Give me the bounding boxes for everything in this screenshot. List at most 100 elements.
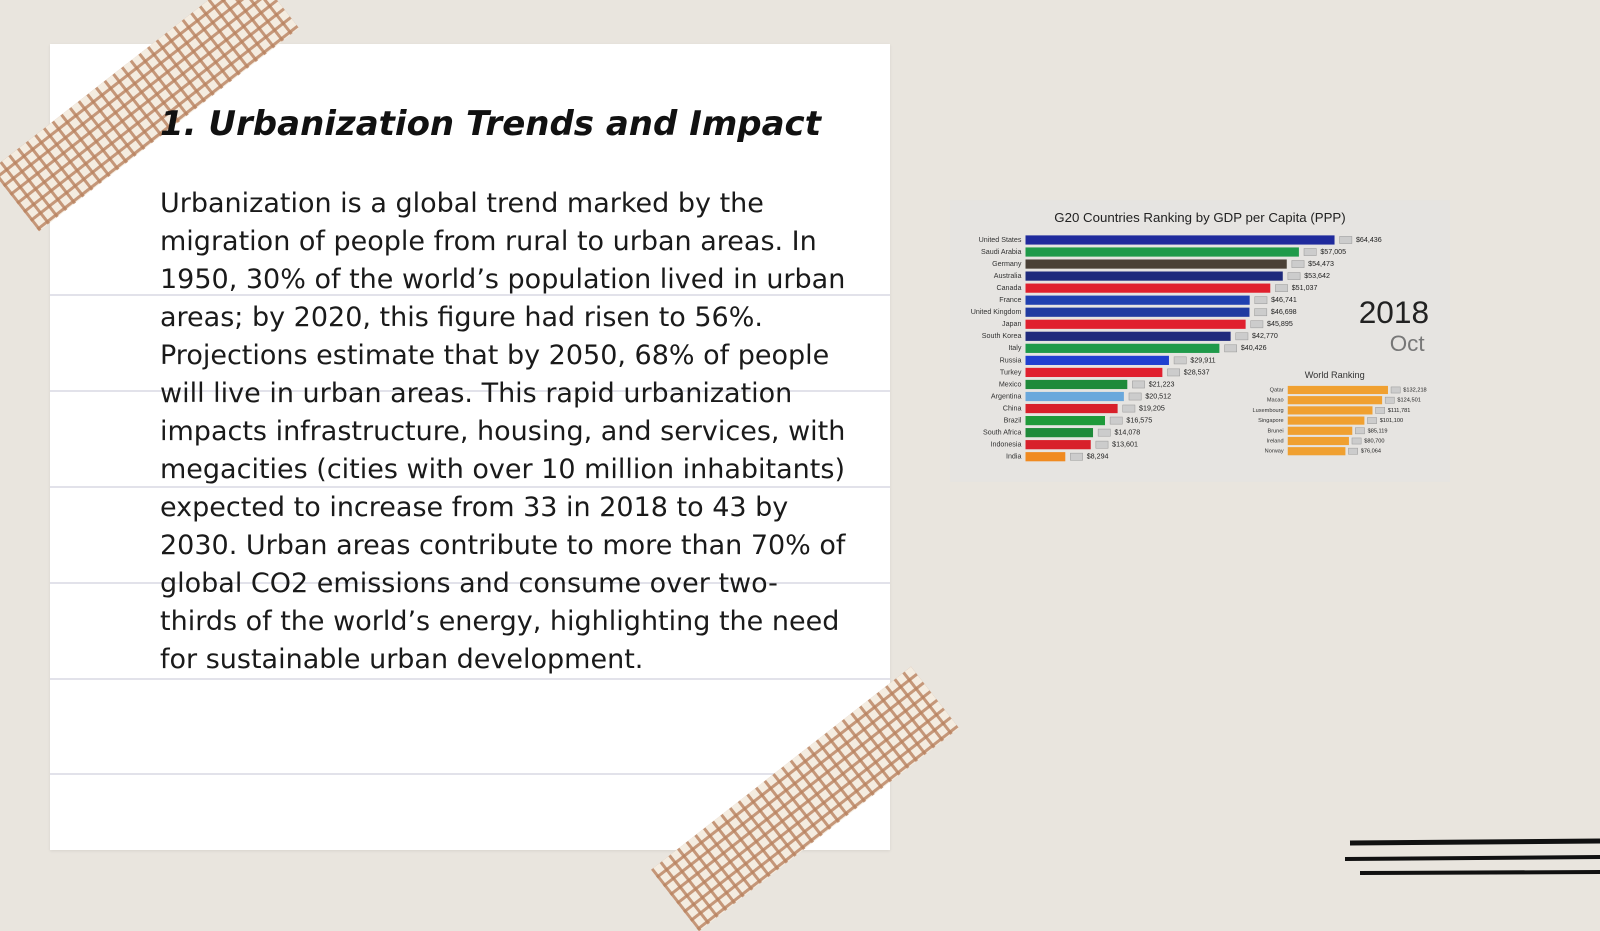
flag [1254,296,1268,305]
bar [1025,271,1283,281]
bar [1025,452,1066,462]
value-label: $8,294 [1087,453,1109,461]
bar [1025,440,1091,450]
flag [1254,308,1268,317]
flag [1173,356,1187,365]
inset-value-label: $76,064 [1361,449,1381,455]
bar [1025,307,1250,317]
bar [1025,319,1246,329]
value-label: $46,698 [1271,308,1297,316]
inset-value-label: $132,218 [1403,387,1426,393]
value-label: $54,473 [1308,260,1334,268]
flag [1167,368,1180,377]
flag [1128,392,1142,401]
flag [1355,427,1365,435]
category-label: Russia [1000,356,1022,364]
paper-line [50,486,890,488]
paper-line [50,773,890,775]
value-label: $14,078 [1114,429,1140,437]
value-label: $64,436 [1356,236,1382,244]
flag [1122,404,1136,413]
category-label: Australia [994,272,1022,280]
flag [1275,284,1288,292]
value-label: $53,642 [1304,272,1330,280]
category-label: China [1003,404,1022,412]
value-label: $13,601 [1112,441,1138,449]
bar [1025,428,1094,438]
category-label: South Africa [983,429,1021,437]
inset-category-label: Ireland [1267,438,1284,444]
heading: 1. Urbanization Trends and Impact [160,104,821,144]
value-label: $28,537 [1184,368,1210,376]
value-label: $57,005 [1320,248,1346,256]
category-label: Argentina [991,392,1022,400]
flag [1303,248,1317,256]
category-label: Japan [1002,320,1021,328]
body-text: Urbanization is a global trend marked by… [160,188,846,675]
value-label: $46,741 [1271,296,1297,304]
bar [1025,355,1169,365]
inset-bar [1287,385,1388,395]
inset-category-label: Luxembourg [1252,408,1283,414]
inset-title: World Ranking [1305,370,1365,380]
bar [1025,283,1271,293]
inset-value-label: $101,100 [1380,418,1403,424]
inset-bar [1287,426,1353,435]
category-label: France [999,296,1021,304]
category-label: Mexico [999,380,1022,388]
brush-stroke [1349,838,1600,846]
flag [1235,332,1249,341]
inset-category-label: Norway [1265,449,1284,455]
flag [1348,447,1358,455]
category-label: Indonesia [991,441,1022,449]
value-label: $51,037 [1292,284,1318,292]
category-label: United States [979,236,1022,244]
inset-bar [1287,436,1349,446]
bar [1025,403,1118,414]
value-label: $16,575 [1126,416,1152,424]
inset-bar [1287,416,1365,425]
paper-line [50,294,890,296]
flag [1390,386,1401,394]
inset-bar [1287,396,1383,405]
value-label: $20,512 [1145,392,1171,400]
value-label: $29,911 [1190,356,1215,364]
category-label: Italy [1008,344,1022,352]
paper-card [50,44,890,850]
category-label: Germany [992,260,1022,268]
brush-stroke [1344,855,1600,861]
value-label: $21,223 [1149,380,1175,388]
flag [1132,380,1145,389]
inset-value-label: $111,781 [1388,408,1411,414]
bar [1025,331,1231,341]
inset-category-label: Singapore [1258,418,1284,424]
flag [1287,272,1301,280]
bar [1025,379,1128,390]
bar [1025,343,1220,353]
category-label: Saudi Arabia [981,248,1021,256]
flag [1097,428,1111,437]
paper-line [50,678,890,680]
category-label: South Korea [982,332,1022,340]
chart-title: G20 Countries Ranking by GDP per Capita … [1054,210,1345,225]
flag [1095,440,1109,449]
category-label: Brazil [1004,416,1022,424]
flag [1339,236,1353,244]
inset-value-label: $85,119 [1368,428,1388,434]
brush-stroke [1359,870,1600,875]
flag [1250,320,1264,329]
year-label: 2018 [1359,294,1429,330]
inset-value-label: $80,700 [1364,438,1384,444]
value-label: $42,770 [1252,332,1278,340]
inset-category-label: Qatar [1270,387,1284,393]
flag [1367,417,1377,424]
decorative-strokes [1344,838,1600,875]
bar [1025,259,1287,269]
inset-value-label: $124,501 [1397,398,1420,404]
flag [1291,260,1305,268]
paper-line [50,582,890,584]
chart-image: G20 Countries Ranking by GDP per Capita … [950,200,1450,482]
inset-bar [1287,406,1373,415]
category-label: Canada [996,284,1021,292]
